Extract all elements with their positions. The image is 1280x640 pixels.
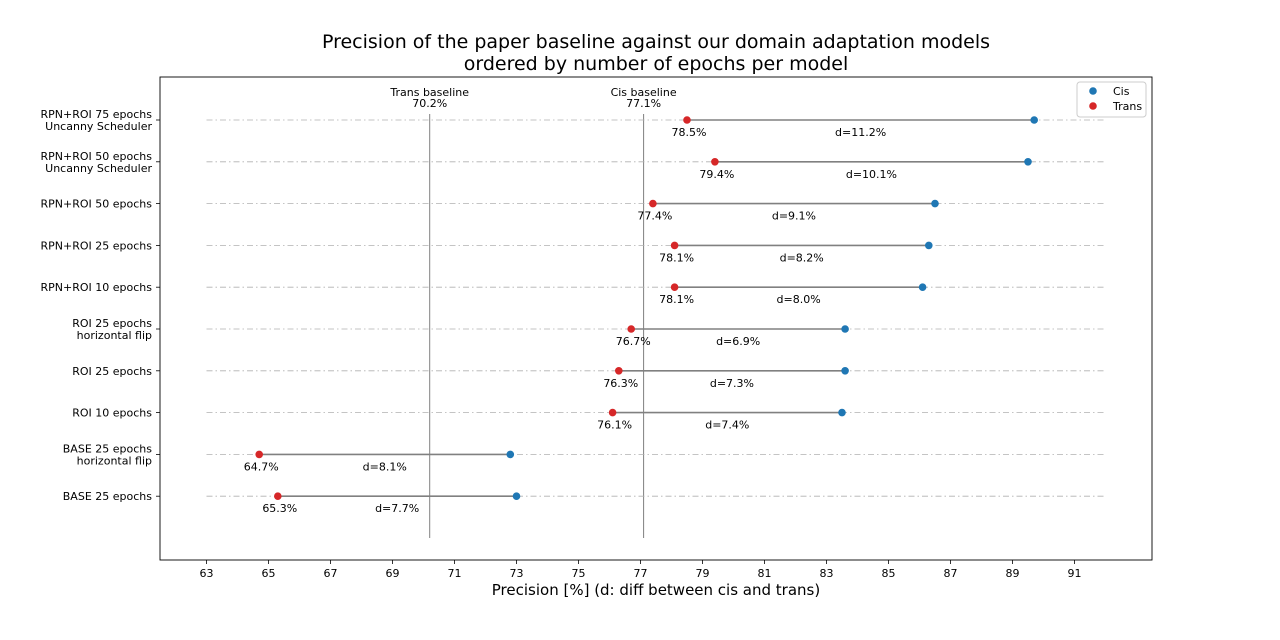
diff-label: d=6.9% xyxy=(716,335,760,348)
cis-point xyxy=(506,450,515,459)
trans-value-label: 64.7% xyxy=(244,460,279,473)
x-tick-label: 67 xyxy=(324,567,338,580)
cis-point xyxy=(841,325,849,333)
legend-cis-marker xyxy=(1089,87,1097,95)
diff-label: d=8.1% xyxy=(363,460,407,473)
y-tick-label: horizontal flip xyxy=(77,329,152,342)
cis-point xyxy=(841,367,849,375)
cis-point xyxy=(838,408,846,417)
y-tick-label: RPN+ROI 50 epochs xyxy=(41,150,153,163)
y-tick-label: RPN+ROI 75 epochs xyxy=(41,108,153,121)
trans-value-label: 76.1% xyxy=(597,419,632,432)
x-tick-label: 65 xyxy=(262,567,276,580)
chart-title-line-1: Precision of the paper baseline against … xyxy=(322,31,990,53)
trans-value-label: 76.7% xyxy=(616,335,651,348)
x-tick-label: 71 xyxy=(448,567,462,580)
x-tick-label: 91 xyxy=(1068,567,1082,580)
diff-label: d=8.0% xyxy=(777,293,821,306)
legend-trans-label: Trans xyxy=(1112,100,1142,113)
trans-point xyxy=(649,199,657,208)
x-tick-label: 85 xyxy=(882,567,896,580)
cis-point xyxy=(512,492,521,501)
trans-value-label: 78.1% xyxy=(659,293,694,306)
cis-point xyxy=(1024,158,1032,166)
legend: Cis Trans xyxy=(1076,81,1147,118)
y-tick-label: BASE 25 epochs xyxy=(63,490,152,503)
trans-point xyxy=(255,450,263,459)
chart-title-line-2: ordered by number of epochs per model xyxy=(464,53,849,75)
y-tick-label: ROI 25 epochs xyxy=(72,365,152,378)
cis-point xyxy=(925,241,933,250)
x-axis-label: Precision [%] (d: diff between cis and t… xyxy=(492,581,820,599)
diff-label: d=7.7% xyxy=(375,502,419,515)
trans-point xyxy=(711,158,719,166)
trans-point xyxy=(274,492,282,501)
x-tick-label: 83 xyxy=(820,567,834,580)
diff-label: d=11.2% xyxy=(835,126,886,139)
x-tick-label: 73 xyxy=(510,567,524,580)
baseline-value: 77.1% xyxy=(626,97,661,110)
baseline-label: Cis baseline xyxy=(611,86,677,99)
y-tick-label: Uncanny Scheduler xyxy=(45,120,152,133)
trans-point xyxy=(683,116,691,124)
trans-point xyxy=(670,283,679,292)
x-tick-label: 69 xyxy=(386,567,400,580)
legend-cis-label: Cis xyxy=(1113,85,1130,98)
diff-label: d=7.4% xyxy=(705,419,749,432)
x-tick-label: 77 xyxy=(634,567,648,580)
trans-value-label: 78.1% xyxy=(659,251,694,264)
cis-point xyxy=(918,283,927,292)
trans-point xyxy=(627,325,635,333)
y-tick-label: RPN+ROI 25 epochs xyxy=(41,239,153,252)
cis-point xyxy=(931,199,939,208)
y-tick-label: BASE 25 epochs xyxy=(63,442,152,455)
y-tick-label: horizontal flip xyxy=(77,454,152,467)
y-tick-label: ROI 10 epochs xyxy=(72,407,152,420)
x-tick-label: 75 xyxy=(572,567,586,580)
y-tick-label: RPN+ROI 10 epochs xyxy=(41,281,153,294)
trans-point xyxy=(670,241,679,250)
baseline-value: 70.2% xyxy=(412,97,447,110)
baseline-label: Trans baseline xyxy=(389,86,469,99)
x-tick-label: 81 xyxy=(758,567,772,580)
y-tick-label: RPN+ROI 50 epochs xyxy=(41,198,153,211)
trans-point xyxy=(608,408,617,417)
trans-value-label: 78.5% xyxy=(672,126,707,139)
y-tick-label: Uncanny Scheduler xyxy=(45,162,152,175)
y-tick-label: ROI 25 epochs xyxy=(72,317,152,330)
diff-label: d=8.2% xyxy=(780,251,824,264)
x-tick-label: 89 xyxy=(1006,567,1020,580)
plot-frame xyxy=(159,76,1153,561)
x-tick-label: 87 xyxy=(944,567,958,580)
cis-point xyxy=(1030,116,1038,124)
x-tick-label: 79 xyxy=(696,567,710,580)
legend-trans-marker xyxy=(1089,102,1097,110)
diff-label: d=10.1% xyxy=(846,168,897,181)
trans-value-label: 77.4% xyxy=(637,210,672,223)
trans-value-label: 79.4% xyxy=(699,168,734,181)
x-tick-label: 63 xyxy=(200,567,214,580)
diff-label: d=9.1% xyxy=(772,210,816,223)
diff-label: d=7.3% xyxy=(710,377,754,390)
plot-area: 63 65 67 69 71 73 75 77 79 81 83 85 87 89 91 Trans base… xyxy=(41,76,1153,580)
trans-value-label: 76.3% xyxy=(603,377,638,390)
trans-value-label: 65.3% xyxy=(262,502,297,515)
trans-point xyxy=(615,367,623,375)
